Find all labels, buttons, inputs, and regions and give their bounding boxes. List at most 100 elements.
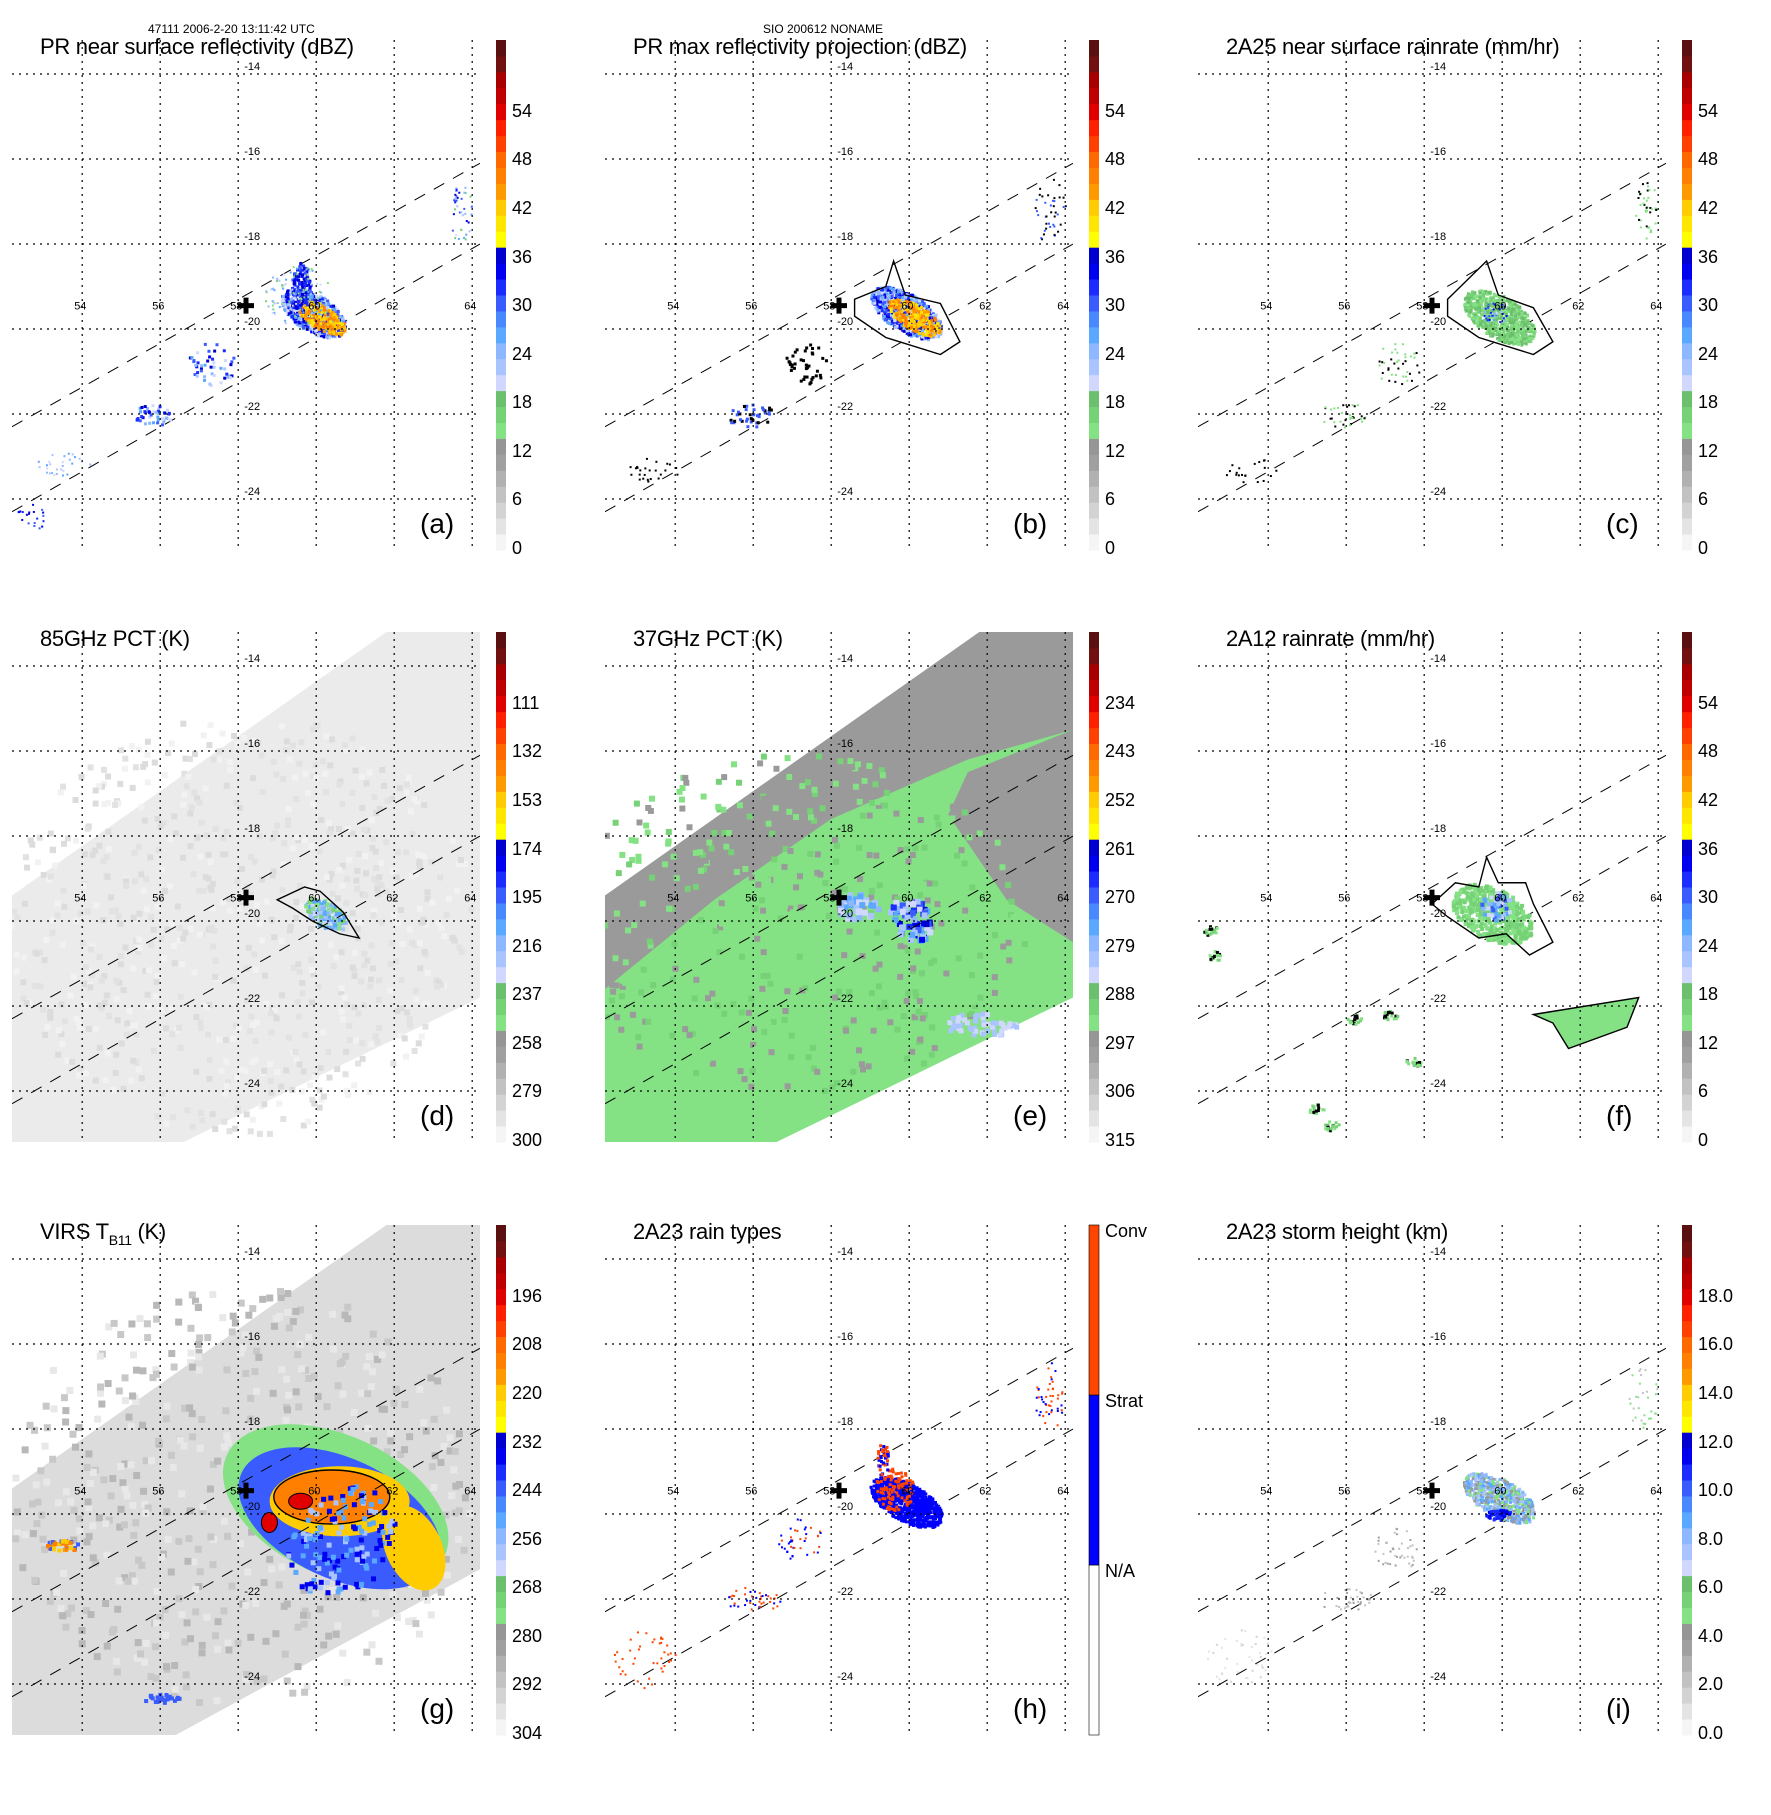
rainrate-pixel <box>1527 322 1530 325</box>
tb-pixel <box>910 852 916 858</box>
reflectivity-pixel <box>301 273 304 276</box>
tb-pixel <box>421 853 427 859</box>
reflectivity-pixel <box>1045 223 1047 225</box>
colorbar-tick-label: 0 <box>512 538 522 559</box>
rainrate-pixel <box>1485 308 1487 310</box>
tb-pixel <box>320 758 326 764</box>
reflectivity-pixel <box>32 504 34 506</box>
tb-pixel <box>279 938 285 944</box>
reflectivity-pixel <box>281 284 283 286</box>
colorbar-segment <box>1682 502 1692 518</box>
rainrate-pixel <box>1508 300 1511 303</box>
tb-pixel <box>145 1004 151 1010</box>
reflectivity-pixel <box>290 311 293 314</box>
tb-pixel <box>73 797 79 803</box>
reflectivity-pixel <box>642 478 644 480</box>
reflectivity-pixel <box>320 314 322 316</box>
tb-pixel <box>185 774 191 780</box>
tb-pixel <box>223 1037 229 1043</box>
reflectivity-pixel <box>294 293 296 295</box>
tb-pixel <box>259 937 265 943</box>
reflectivity-pixel <box>809 344 812 347</box>
longitude-label: 60 <box>901 301 913 313</box>
reflectivity-pixel <box>636 467 638 469</box>
tb-pixel <box>1000 944 1006 950</box>
tb-pixel <box>636 819 642 825</box>
rainrate-pixel <box>1334 426 1336 428</box>
reflectivity-pixel <box>298 317 301 320</box>
reflectivity-pixel <box>53 474 55 476</box>
reflectivity-pixel <box>39 466 41 468</box>
tb-pixel <box>872 781 878 787</box>
tb-pixel <box>797 954 803 960</box>
tb-pixel <box>113 978 119 984</box>
reflectivity-pixel <box>196 375 199 378</box>
reflectivity-pixel <box>454 198 456 200</box>
reflectivity-pixel <box>881 298 884 301</box>
tb-pixel <box>417 863 423 869</box>
tb-pixel <box>216 1037 222 1043</box>
rainrate-pixel <box>1649 211 1651 213</box>
reflectivity-pixel <box>307 278 309 280</box>
tb-pixel <box>971 869 977 875</box>
tb-pixel <box>614 910 620 916</box>
tb-pixel <box>60 784 66 790</box>
reflectivity-pixel <box>203 375 206 378</box>
tb-pixel <box>352 950 358 956</box>
colorbar-tick-label: 24 <box>1698 344 1718 365</box>
tb-pixel <box>1010 914 1016 920</box>
reflectivity-pixel <box>163 412 166 415</box>
tb-pixel <box>169 741 175 747</box>
tb-pixel <box>920 988 926 994</box>
rainrate-pixel <box>1482 290 1485 293</box>
reflectivity-pixel <box>461 215 463 217</box>
reflectivity-pixel <box>320 322 323 325</box>
colorbar-segment <box>1682 215 1692 231</box>
colorbar-tick-label: 258 <box>512 1033 542 1054</box>
rainrate-pixel <box>1235 474 1237 476</box>
tb-pixel <box>925 897 931 903</box>
reflectivity-pixel <box>1045 228 1047 230</box>
tb-pixel <box>847 851 853 857</box>
tb-pixel <box>943 970 949 976</box>
map-layer <box>561 632 1073 1142</box>
tb-pixel <box>862 778 868 784</box>
tb-pixel <box>289 1087 295 1093</box>
reflectivity-pixel <box>732 409 735 412</box>
colorbar-tick-label: 42 <box>1698 198 1718 219</box>
rainrate-pixel <box>1231 464 1233 466</box>
colorbar-segment <box>496 1030 506 1046</box>
tb-pixel <box>799 783 805 789</box>
latitude-label: -14 <box>837 61 853 73</box>
tb-pixel <box>689 1015 695 1021</box>
reflectivity-pixel <box>464 213 466 215</box>
tb-pixel <box>765 1021 771 1027</box>
reflectivity-pixel <box>224 359 227 362</box>
reflectivity-pixel <box>794 362 797 365</box>
reflectivity-pixel <box>811 347 814 350</box>
tb-pixel <box>203 874 209 880</box>
tb-pixel <box>142 818 148 824</box>
tb-pixel <box>376 1025 382 1031</box>
tb-pixel <box>308 843 314 849</box>
reflectivity-pixel <box>230 360 233 363</box>
tb-pixel <box>32 983 38 989</box>
tb-pixel <box>760 973 766 979</box>
tb-pixel <box>317 848 323 854</box>
rainrate-pixel <box>1647 185 1649 187</box>
colorbar-tick-label: 18 <box>1698 392 1718 413</box>
tb-pixel <box>212 974 218 980</box>
tb-pixel <box>808 814 814 820</box>
colorbar <box>496 632 506 1143</box>
rainrate-pixel <box>1647 182 1649 184</box>
reflectivity-pixel <box>156 416 159 419</box>
tb-pixel <box>369 817 375 823</box>
reflectivity-pixel <box>655 470 657 472</box>
tb-pixel <box>602 923 608 929</box>
tb-pixel <box>960 950 966 956</box>
reflectivity-pixel <box>223 377 226 380</box>
tb-pixel <box>350 910 356 916</box>
tb-pixel <box>992 974 998 980</box>
colorbar-segment <box>1682 391 1692 407</box>
tb-pixel <box>131 850 137 856</box>
